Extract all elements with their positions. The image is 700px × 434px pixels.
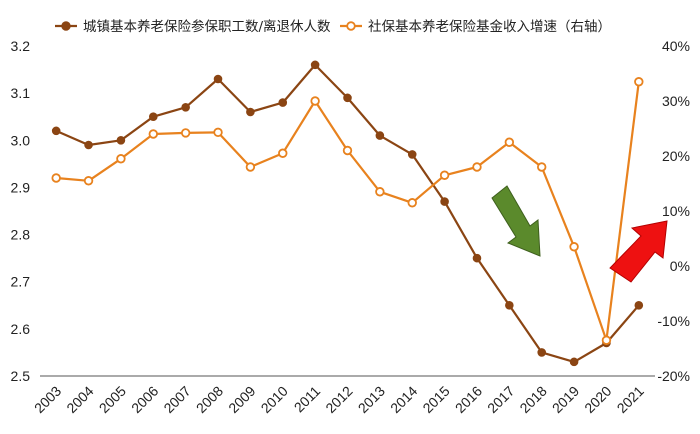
series-1-point: [472, 253, 482, 263]
x-tick-label: 2020: [581, 383, 614, 416]
series-2-point: [375, 187, 385, 197]
legend-label: 城镇基本养老保险参保职工数/离退休人数: [83, 18, 331, 35]
x-tick-label: 2012: [322, 383, 355, 416]
series-1-point: [343, 93, 352, 103]
y-left-tick-label: 2.9: [11, 179, 31, 195]
series-2-point: [180, 128, 191, 138]
series-2-point: [504, 137, 515, 147]
y-left-tick-label: 2.5: [11, 368, 31, 384]
legend-label: 社保基本养老保险基金收入增速（右轴）: [368, 18, 611, 35]
series-1-point: [440, 197, 449, 206]
x-tick-label: 2014: [387, 383, 420, 416]
series-2-point: [537, 162, 547, 172]
x-tick-label: 2008: [193, 383, 226, 416]
series-2-point: [278, 148, 288, 158]
series-2-point: [213, 127, 223, 138]
series-1-point: [116, 135, 126, 145]
x-tick-label: 2011: [291, 383, 324, 416]
series-1-point: [537, 348, 547, 357]
series-1-point: [407, 150, 417, 159]
series-2-point: [342, 145, 353, 156]
y-left-tick-label: 3.2: [11, 38, 31, 54]
x-tick-label: 2010: [258, 383, 291, 416]
y-left-tick-label: 3.0: [11, 132, 31, 148]
series-1-point: [278, 98, 288, 107]
series-line-2: [56, 81, 640, 342]
series-2-point: [407, 198, 417, 208]
series-2-point: [472, 162, 482, 172]
series-2-point: [148, 129, 158, 139]
x-tick-label: 2003: [31, 383, 64, 416]
x-tick-label: 2017: [484, 383, 517, 416]
series-line-1: [55, 63, 640, 363]
y-right-tick-label: 40%: [662, 38, 690, 54]
series-2-point: [634, 77, 644, 87]
x-tick-label: 2006: [128, 383, 161, 416]
series-1-point: [213, 74, 223, 84]
series-1-point: [246, 107, 255, 117]
green-down-arrow: [491, 185, 541, 257]
x-tick-label: 2021: [614, 383, 647, 416]
y-right-tick-label: 30%: [662, 93, 690, 109]
x-tick-label: 2009: [225, 383, 258, 416]
x-tick-label: 2016: [452, 383, 485, 416]
y-right-tick-label: -20%: [657, 368, 690, 384]
series-2-point: [245, 162, 256, 172]
series-2-point: [601, 335, 612, 345]
y-left-tick-label: 2.6: [11, 321, 31, 337]
legend-swatch-marker: [61, 21, 71, 31]
series-2-point: [569, 242, 579, 252]
y-right-tick-label: 10%: [662, 203, 690, 219]
y-right-tick-label: -10%: [657, 313, 690, 329]
series-1-point: [84, 140, 93, 150]
red-up-arrow: [609, 220, 668, 283]
series-1-point: [634, 300, 644, 310]
x-tick-label: 2015: [419, 383, 452, 416]
series-2-point: [310, 96, 320, 106]
series-1-point: [310, 60, 320, 70]
series-1-point: [569, 357, 579, 367]
series-1-point: [375, 131, 385, 140]
series-1-point: [181, 102, 190, 112]
x-tick-label: 2005: [96, 383, 129, 416]
series-2-point: [51, 173, 61, 183]
series-1-point: [505, 300, 514, 310]
x-tick-label: 2007: [160, 383, 193, 416]
y-left-tick-label: 3.1: [11, 85, 31, 101]
x-tick-label: 2018: [516, 383, 549, 416]
y-right-tick-label: 20%: [662, 148, 690, 164]
series-2-point: [116, 154, 126, 164]
x-tick-label: 2019: [549, 383, 582, 416]
series-2-point: [83, 176, 94, 186]
x-tick-label: 2004: [63, 383, 96, 416]
series-2-point: [439, 170, 450, 180]
y-left-tick-label: 2.8: [11, 227, 31, 243]
y-left-tick-label: 2.7: [11, 274, 31, 290]
series-1-point: [148, 112, 158, 122]
series-1-point: [51, 126, 61, 136]
legend-swatch-marker: [346, 21, 356, 31]
x-tick-label: 2013: [355, 383, 388, 416]
y-right-tick-label: 0%: [670, 258, 690, 274]
